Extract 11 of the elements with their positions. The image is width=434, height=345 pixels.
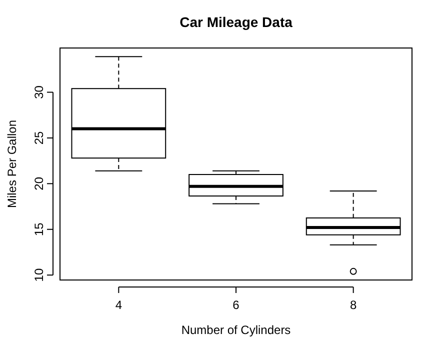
y-axis-title: Miles Per Gallon xyxy=(5,120,19,208)
x-tick-label: 8 xyxy=(350,298,357,312)
y-tick-label: 15 xyxy=(32,222,46,236)
y-tick-label: 20 xyxy=(32,176,46,190)
y-tick-label: 30 xyxy=(32,85,46,99)
chart-title: Car Mileage Data xyxy=(180,14,293,30)
x-axis-title: Number of Cylinders xyxy=(181,323,291,337)
y-tick-label: 10 xyxy=(32,268,46,282)
x-tick-label: 6 xyxy=(232,298,240,312)
y-tick-label: 25 xyxy=(32,130,46,145)
x-tick-label: 4 xyxy=(115,298,122,312)
